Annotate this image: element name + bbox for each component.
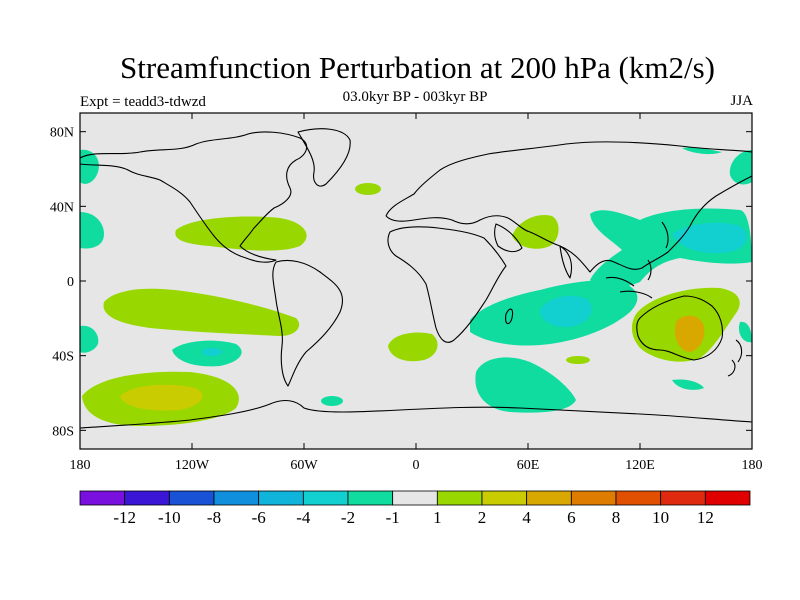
greenland-outline bbox=[297, 128, 351, 187]
y-tick-label: 40S bbox=[52, 350, 74, 365]
colorbar-label: 1 bbox=[433, 508, 442, 527]
contour-north-atlantic-blob bbox=[355, 183, 381, 195]
x-tick-label: 120E bbox=[625, 458, 655, 473]
experiment-label: Expt = teadd3-tdwzd bbox=[80, 94, 206, 110]
arabia-outline bbox=[494, 223, 523, 253]
contour-northwest bbox=[80, 149, 99, 184]
colorbar-label: 8 bbox=[612, 508, 621, 527]
period-subtitle: 03.0kyr BP - 003kyr BP bbox=[342, 89, 488, 105]
eurasia-outline bbox=[385, 141, 752, 273]
colorbar-swatch bbox=[213, 490, 260, 506]
contour-southern-ocean-small bbox=[672, 379, 704, 390]
colorbar-label: -8 bbox=[207, 508, 221, 527]
contour-southern-indian-negative bbox=[475, 357, 576, 413]
colorbar-swatch bbox=[258, 490, 304, 506]
colorbar-swatch bbox=[615, 490, 662, 506]
x-tick-label: 180 bbox=[742, 458, 763, 473]
chart-title: Streamfunction Perturbation at 200 hPa (… bbox=[120, 50, 715, 85]
colorbar-label: -4 bbox=[296, 508, 311, 527]
colorbar: -12 -10 -8 -6 -4 -2 -1 1 2 4 6 8 10 12 bbox=[79, 490, 751, 527]
colorbar-swatch bbox=[347, 490, 394, 506]
colorbar-swatch bbox=[302, 490, 349, 506]
x-tick-label: 180 bbox=[70, 458, 91, 473]
africa-outline bbox=[387, 226, 507, 343]
contour-southeast-pacific-core bbox=[202, 348, 222, 356]
contour-west-pacific-edge bbox=[80, 212, 104, 249]
y-axis: 80N 40N 0 40S 80S bbox=[50, 126, 752, 439]
colorbar-label: -12 bbox=[113, 508, 136, 527]
north-america-outline bbox=[80, 131, 308, 263]
colorbar-swatch bbox=[660, 490, 706, 506]
south-america-outline bbox=[272, 259, 344, 387]
colorbar-label: -2 bbox=[341, 508, 355, 527]
colorbar-swatch bbox=[124, 490, 170, 506]
colorbar-label: 4 bbox=[522, 508, 531, 527]
contour-asia-negative-core bbox=[672, 222, 747, 254]
colorbar-swatch bbox=[704, 490, 751, 506]
x-tick-label: 60E bbox=[517, 458, 540, 473]
colorbar-swatch bbox=[570, 490, 617, 506]
x-tick-label: 0 bbox=[413, 458, 420, 473]
contour-south-indian-blob bbox=[566, 356, 590, 364]
y-tick-label: 80N bbox=[50, 126, 74, 141]
y-tick-label: 40N bbox=[50, 200, 74, 215]
contour-australia-core bbox=[674, 315, 705, 352]
india-outline bbox=[559, 245, 573, 279]
y-tick-label: 0 bbox=[67, 275, 74, 290]
x-tick-label: 120W bbox=[175, 458, 210, 473]
colorbar-label: -1 bbox=[386, 508, 400, 527]
colorbar-label: 6 bbox=[567, 508, 576, 527]
japan-outline bbox=[661, 221, 669, 249]
contour-tasman-negative bbox=[738, 321, 752, 343]
colorbar-swatch bbox=[79, 490, 126, 506]
contour-northeast bbox=[729, 150, 752, 185]
contour-south-pacific-positive bbox=[103, 288, 300, 336]
australia-outline bbox=[636, 295, 724, 361]
colorbar-label: 2 bbox=[478, 508, 487, 527]
contour-dateline-negative bbox=[80, 325, 99, 353]
colorbar-label: -6 bbox=[252, 508, 266, 527]
colorbar-label: -10 bbox=[158, 508, 181, 527]
colorbar-swatch bbox=[526, 490, 572, 506]
x-tick-label: 60W bbox=[290, 458, 318, 473]
contour-caribbean-positive bbox=[175, 216, 307, 251]
contour-arctic-strip bbox=[682, 147, 722, 155]
contour-indian-ocean-core bbox=[540, 295, 592, 328]
new-zealand-outline bbox=[727, 339, 743, 377]
madagascar-outline bbox=[505, 308, 514, 325]
coastlines bbox=[80, 128, 752, 429]
colorbar-swatch bbox=[392, 490, 438, 506]
se-asia-islands-outline bbox=[605, 259, 653, 299]
antarctica-outline bbox=[80, 399, 752, 429]
colorbar-swatch bbox=[168, 490, 215, 506]
y-tick-label: 80S bbox=[52, 424, 74, 439]
x-axis: 180 120W 60W 0 60E 120E 180 bbox=[70, 113, 763, 473]
contour-southern-pacific-core bbox=[120, 384, 203, 411]
season-label: JJA bbox=[730, 93, 753, 109]
contour-south-atlantic-positive bbox=[388, 332, 438, 362]
colorbar-swatch bbox=[436, 490, 483, 506]
contour-drake-blob bbox=[321, 396, 343, 406]
colorbar-swatch bbox=[481, 490, 528, 506]
colorbar-label: 12 bbox=[697, 508, 714, 527]
colorbar-label: 10 bbox=[652, 508, 669, 527]
